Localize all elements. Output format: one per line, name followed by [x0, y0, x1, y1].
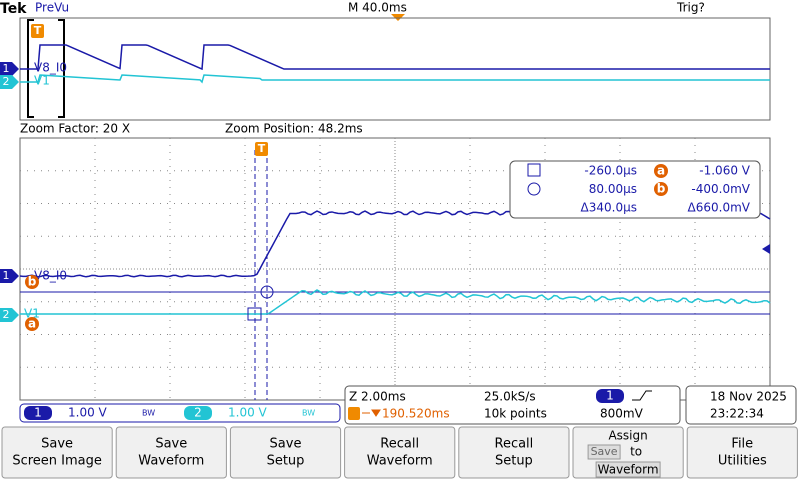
menu-button-label: Setup: [267, 454, 305, 469]
ch2-badge: [184, 406, 212, 420]
menu-button[interactable]: [344, 426, 456, 479]
menu-button-label: File: [731, 437, 753, 452]
menu-button-label: Utilities: [718, 454, 767, 469]
trigger-pos-badge: [348, 407, 360, 420]
trigger-level-marker: [762, 244, 770, 254]
ch2-trace: [20, 289, 771, 315]
grid: [20, 138, 770, 400]
menu-button[interactable]: [229, 426, 342, 479]
readout-volt: -1.060 V: [699, 164, 750, 178]
marker-a-text: a: [28, 317, 36, 331]
channel-marker-text: 1: [3, 269, 10, 282]
menu-button-label: Waveform: [367, 454, 433, 469]
mode: PreVu: [35, 1, 69, 15]
menu-button-label: Save: [41, 437, 73, 452]
overview-ch1-trace: [20, 44, 770, 71]
menu-button-label: Save: [270, 437, 302, 452]
channel-marker: [0, 75, 19, 89]
menu-bar: Save Screen Image Save Waveform Save Setup Rec…: [1, 426, 798, 479]
ch2-label: V1: [24, 307, 40, 321]
menu-button-label: Screen Image: [12, 454, 102, 469]
sample-rate: 25.0kS/s: [484, 390, 536, 404]
trigger-level: 800mV: [600, 407, 644, 421]
ch2-badge-text: 2: [194, 406, 202, 420]
menu-button[interactable]: [115, 426, 227, 479]
overview-ch2-trace: [20, 74, 770, 84]
ch2-scale: 1.00 V: [228, 406, 268, 420]
trigger-position: 190.520ms: [382, 407, 450, 421]
main-trigger-badge-text: T: [258, 142, 266, 155]
zoom-scale: Z 2.00ms: [349, 390, 406, 404]
time: 23:22:34: [710, 407, 764, 421]
timebase: M 40.0ms: [348, 1, 407, 15]
date: 18 Nov 2025: [710, 390, 787, 404]
readout-a-text: a: [657, 164, 665, 178]
channel-marker-text: 2: [3, 75, 10, 88]
menu-inline-box: [587, 444, 621, 460]
menu-button-label: Setup: [495, 454, 533, 469]
channel-marker-text: 1: [3, 62, 10, 75]
overview-ch2-label: V1: [34, 74, 50, 88]
ch1-badge: [24, 406, 52, 420]
marker-a: [25, 317, 39, 331]
trigger-badge-text: T: [34, 24, 42, 37]
readout-volt: -400.0mV: [691, 182, 750, 196]
zoom-position: Zoom Position: 48.2ms: [225, 122, 363, 136]
menu-button-label: Waveform: [598, 463, 659, 477]
readout-b-text: b: [657, 182, 666, 196]
brand: Tek: [0, 1, 27, 17]
channel-marker: [0, 308, 19, 322]
menu-button-label: to: [630, 445, 642, 459]
readout-time: 80.00µs: [589, 182, 637, 196]
trigger-source-badge: [596, 389, 624, 403]
menu-button[interactable]: [1, 426, 113, 479]
channel-marker: [0, 269, 19, 283]
readout-volt: Δ660.0mV: [688, 201, 751, 215]
cursor-readout: [509, 160, 761, 219]
trigger-source: 1: [606, 389, 614, 403]
trigger-status: Trig?: [676, 1, 705, 15]
menu-button-label: Recall: [495, 437, 534, 452]
datetime-box: [685, 385, 797, 425]
trigger-slope: [632, 390, 652, 401]
cursor-b-point: [260, 285, 274, 299]
channel-marker-text: 2: [3, 308, 10, 321]
menu-button-label: Save: [591, 445, 618, 458]
menu-button[interactable]: [686, 426, 798, 479]
ch1-label: V8_I0: [34, 269, 67, 283]
readout-values: -260.0µs -1.060 V 80.00µs -400.0mV Δ340.0µs Δ…: [581, 164, 751, 215]
menu-button-label: Recall: [380, 437, 419, 452]
ch1-badge-text: 1: [34, 406, 42, 420]
trigger-badge: [31, 24, 44, 38]
ch1-scale: 1.00 V: [68, 406, 108, 420]
readout-time: Δ340.0µs: [581, 201, 637, 215]
ch1-bandwidth: BW: [142, 409, 155, 418]
marker-b: [25, 275, 39, 289]
menu-button-label: Waveform: [138, 454, 204, 469]
marker-b-text: b: [28, 275, 37, 289]
channel-marker: [0, 62, 19, 76]
menu-button-label: Save: [155, 437, 187, 452]
readout-time: -260.0µs: [584, 164, 637, 178]
ch2-bandwidth: BW: [302, 409, 315, 418]
record-length: 10k points: [484, 407, 547, 421]
zoom-factor: Zoom Factor: 20 X: [20, 122, 130, 136]
readout-b-badge: [654, 182, 668, 196]
menu-button[interactable]: [458, 426, 570, 479]
overview-ch1-label: V8_I0: [34, 61, 67, 75]
channel-status: [19, 403, 341, 423]
readout-square: [527, 163, 541, 177]
trigger-pos-arrow: [362, 409, 381, 417]
menu-button-label: Assign: [608, 429, 647, 443]
menu-inline-box: [595, 461, 661, 478]
readout-circle: [527, 182, 541, 196]
main-trigger-badge: [255, 142, 268, 156]
readout-a-badge: [654, 164, 668, 178]
cursor-a-point: [247, 307, 262, 321]
